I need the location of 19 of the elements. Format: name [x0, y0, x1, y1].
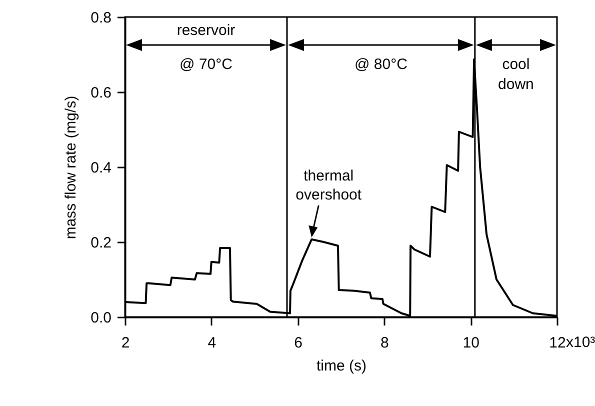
y-axis-title: mass flow rate (mg/s) — [62, 96, 80, 240]
annotation: reservoir — [176, 22, 236, 39]
annotation: cool down — [498, 56, 534, 93]
annotation: @ 80°C — [354, 56, 408, 73]
y-tick-label: 0.6 — [90, 84, 112, 102]
annotation: thermal overshoot — [296, 167, 362, 204]
x-tick-label: 8 — [380, 334, 389, 352]
x-tick-label: 2 — [121, 334, 130, 352]
x-tick-label: 6 — [294, 334, 302, 352]
y-tick-label: 0.2 — [90, 234, 112, 252]
x-tick-label: 10 — [462, 334, 480, 352]
y-tick-label: 0.0 — [90, 310, 112, 326]
x-tick-label: 4 — [208, 334, 216, 352]
y-tick-label: 0.8 — [90, 10, 112, 26]
x-axis-title: time (s) — [316, 358, 366, 374]
annotation: @ 70°C — [180, 56, 233, 73]
x-tick-label: 12 — [549, 334, 566, 352]
text: x10³ — [566, 334, 595, 351]
y-tick-label: 0.4 — [90, 160, 112, 176]
